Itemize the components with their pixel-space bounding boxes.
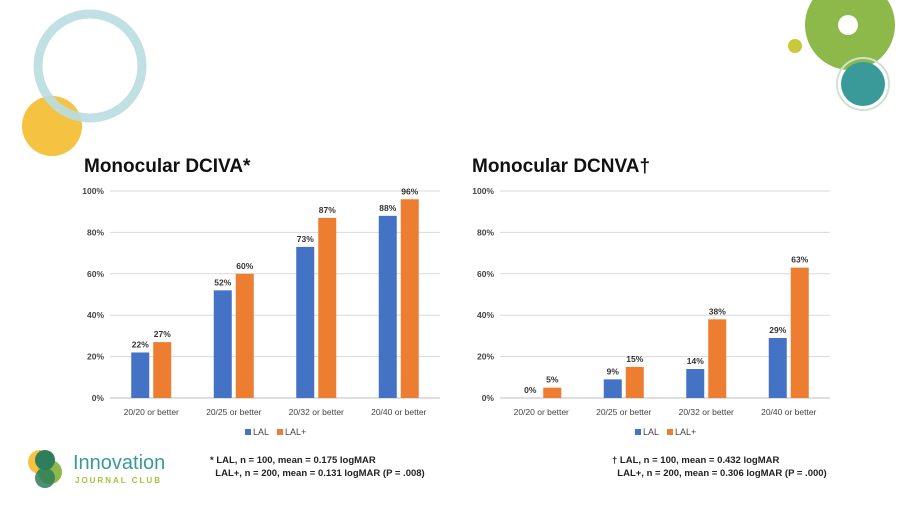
bar-lal-plus [790,267,809,398]
bar-lal [131,352,150,398]
bar-lal [768,337,787,398]
bar-lal [603,379,622,398]
data-label: 96% [401,186,418,196]
bar-lal-plus [400,199,419,398]
green-circle [805,0,895,70]
y-tick-label: 0% [482,393,495,403]
y-tick-label: 80% [87,227,104,237]
data-label: 27% [154,329,171,339]
legend-label: LAL [643,427,659,437]
data-label: 52% [214,277,231,287]
y-tick-label: 40% [477,310,494,320]
y-tick-label: 20% [87,352,104,362]
data-label: 60% [236,261,253,271]
ring-small [836,57,890,111]
logo-name: Innovation [73,452,166,474]
y-tick-label: 100% [82,186,104,196]
data-label: 38% [709,306,726,316]
y-tick-label: 0% [92,393,105,403]
footnote-line: LAL+, n = 200, mean = 0.131 logMAR (P = … [210,468,425,479]
data-label: 87% [319,205,336,215]
data-label: 9% [607,366,620,376]
data-label: 5% [546,375,559,385]
bar-lal-plus [625,366,644,398]
data-label: 63% [791,255,808,265]
x-tick-label: 20/20 or better [514,407,569,417]
bar-lal-plus [708,319,727,398]
y-tick-label: 60% [87,269,104,279]
legend-label: LAL+ [285,427,306,437]
chart1-footnote: * LAL, n = 100, mean = 0.175 logMAR LAL+… [210,454,425,480]
bar-lal [296,246,315,398]
bar-lal [378,215,397,398]
legend-label: LAL [253,427,269,437]
teal-ring [33,9,147,123]
white-dot [838,15,858,35]
logo-subtitle: JOURNAL CLUB [75,476,162,485]
data-label: 0% [524,385,537,395]
y-tick-label: 40% [87,310,104,320]
footnote-line: * LAL, n = 100, mean = 0.175 logMAR [210,455,376,466]
legend-swatch [667,429,673,435]
bar-lal-plus [153,342,172,398]
yellow-dot [788,39,802,53]
y-tick-label: 100% [472,186,494,196]
bar-lal [213,290,232,398]
x-tick-label: 20/40 or better [371,407,426,417]
chart1-title: Monocular DCIVA* [84,156,251,177]
footnote-line: † LAL, n = 100, mean = 0.432 logMAR [612,455,780,466]
data-label: 29% [769,325,786,335]
x-tick-label: 20/32 or better [679,407,734,417]
x-tick-label: 20/25 or better [596,407,651,417]
chart2-footnote: † LAL, n = 100, mean = 0.432 logMAR LAL+… [612,454,827,480]
y-tick-label: 60% [477,269,494,279]
bar-lal [686,369,705,398]
bar-lal-plus [235,273,254,398]
x-tick-label: 20/20 or better [124,407,179,417]
legend-swatch [277,429,283,435]
bar-lal-plus [543,387,562,398]
legend-label: LAL+ [675,427,696,437]
chart2-title: Monocular DCNVA† [472,156,651,177]
data-label: 15% [626,354,643,364]
data-label: 73% [297,234,314,244]
data-label: 22% [132,339,149,349]
x-tick-label: 20/25 or better [206,407,261,417]
bar-lal-plus [318,217,337,398]
teal-circle [841,62,885,106]
logo-mark [28,450,62,488]
y-tick-label: 20% [477,352,494,362]
footnote-line: LAL+, n = 200, mean = 0.306 logMAR (P = … [612,468,827,479]
x-tick-label: 20/40 or better [761,407,816,417]
data-label: 14% [687,356,704,366]
legend-swatch [635,429,641,435]
x-tick-label: 20/32 or better [289,407,344,417]
legend-swatch [245,429,251,435]
y-tick-label: 80% [477,227,494,237]
data-label: 88% [379,203,396,213]
